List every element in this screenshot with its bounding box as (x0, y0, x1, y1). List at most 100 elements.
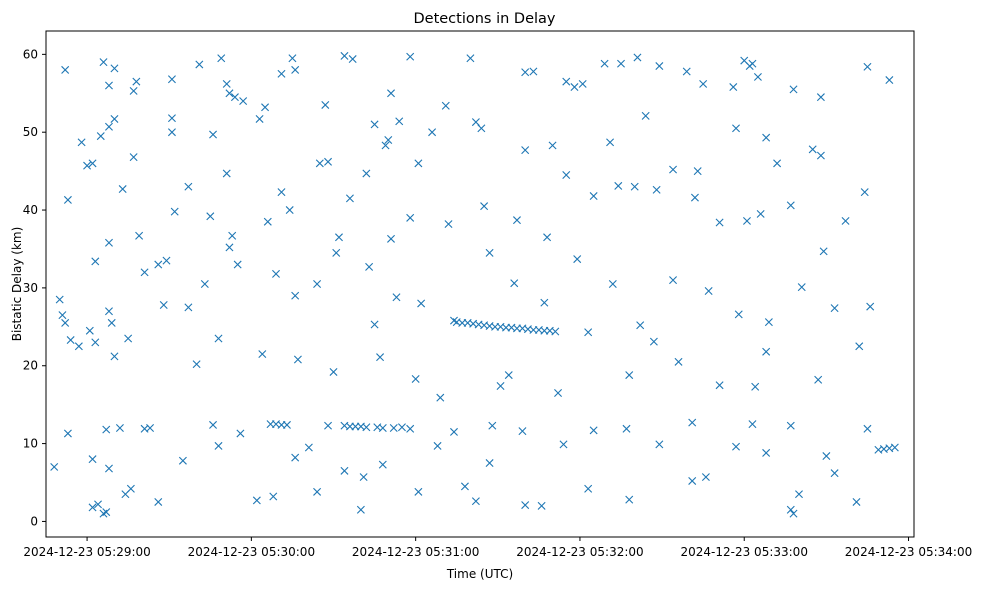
data-point (362, 169, 371, 178)
data-point (436, 393, 445, 402)
x-tick-label: 2024-12-23 05:32:00 (516, 545, 643, 559)
data-point (285, 206, 294, 215)
data-point (214, 441, 223, 450)
data-point (589, 426, 598, 435)
data-point (496, 381, 505, 390)
data-point (258, 350, 267, 359)
data-point (387, 234, 395, 243)
data-point (233, 260, 242, 269)
data-point (693, 167, 702, 176)
data-point (866, 302, 875, 311)
data-point (641, 111, 650, 120)
data-point (356, 505, 365, 514)
data-point (573, 255, 582, 264)
data-point (293, 355, 302, 364)
data-point (688, 476, 697, 485)
data-point (313, 487, 322, 496)
x-tick-label: 2024-12-23 05:30:00 (188, 545, 315, 559)
data-point (652, 185, 661, 194)
y-tick-label: 60 (23, 47, 38, 61)
data-point (649, 337, 658, 346)
y-axis-label: Bistatic Delay (km) (10, 227, 24, 342)
data-point (756, 209, 765, 218)
data-point (222, 169, 231, 178)
data-point (88, 455, 97, 464)
data-point (841, 216, 850, 225)
data-point (315, 159, 324, 168)
data-point (762, 347, 771, 356)
data-point (91, 257, 100, 266)
data-point (365, 262, 374, 271)
data-point (263, 217, 272, 226)
data-point (236, 429, 245, 438)
data-point (132, 77, 141, 86)
data-point (589, 192, 598, 201)
data-point (140, 268, 149, 277)
data-point (61, 318, 70, 327)
data-point (789, 509, 798, 518)
data-point (332, 248, 341, 257)
data-point (688, 418, 697, 427)
data-point (124, 334, 133, 343)
data-point (277, 69, 286, 78)
data-point (304, 443, 313, 452)
data-point (578, 79, 587, 88)
data-point (389, 424, 398, 433)
data-point (58, 311, 67, 320)
data-point (504, 371, 513, 380)
data-point (329, 367, 338, 376)
data-point (584, 328, 593, 337)
data-point (159, 301, 168, 310)
data-point (890, 443, 899, 452)
data-point (102, 508, 111, 517)
data-point (742, 216, 751, 225)
data-point (178, 456, 187, 465)
x-tick-label: 2024-12-23 05:29:00 (23, 545, 150, 559)
data-point (77, 138, 86, 147)
data-point (885, 76, 894, 85)
data-point (61, 65, 70, 74)
data-point (370, 120, 379, 129)
data-point (387, 89, 395, 98)
data-point (510, 279, 519, 288)
data-point (690, 193, 699, 202)
data-point (814, 375, 823, 384)
data-point (195, 60, 204, 69)
data-point (225, 243, 234, 252)
data-point (433, 441, 442, 450)
data-point (751, 382, 760, 391)
data-point (225, 89, 234, 98)
data-point (99, 58, 108, 67)
data-point (206, 212, 215, 221)
data-point (104, 122, 113, 131)
data-point (830, 469, 839, 478)
data-point (715, 218, 724, 227)
data-point (277, 188, 286, 197)
data-point (786, 505, 795, 514)
data-point (441, 101, 450, 110)
data-point (230, 93, 239, 102)
data-point (362, 423, 371, 432)
data-point (239, 97, 248, 106)
data-point (96, 132, 105, 141)
data-point (167, 114, 176, 123)
data-point (704, 287, 713, 295)
data-point (88, 503, 97, 512)
data-point (167, 75, 176, 84)
data-point (209, 420, 218, 429)
data-point (291, 65, 300, 74)
plot-area (46, 31, 914, 537)
data-point (521, 68, 530, 77)
data-point (406, 52, 415, 61)
data-point (345, 194, 354, 203)
data-point (55, 295, 64, 304)
x-tick-label: 2024-12-23 05:34:00 (845, 545, 972, 559)
x-axis-ticks: 2024-12-23 05:29:00 2024-12-23 05:30:00 20… (23, 537, 972, 559)
data-point (789, 85, 798, 94)
data-point (428, 128, 437, 137)
plot-frame (45, 30, 915, 538)
data-point (669, 276, 678, 285)
data-point (822, 452, 831, 461)
data-point (630, 182, 639, 191)
data-point (378, 460, 387, 469)
